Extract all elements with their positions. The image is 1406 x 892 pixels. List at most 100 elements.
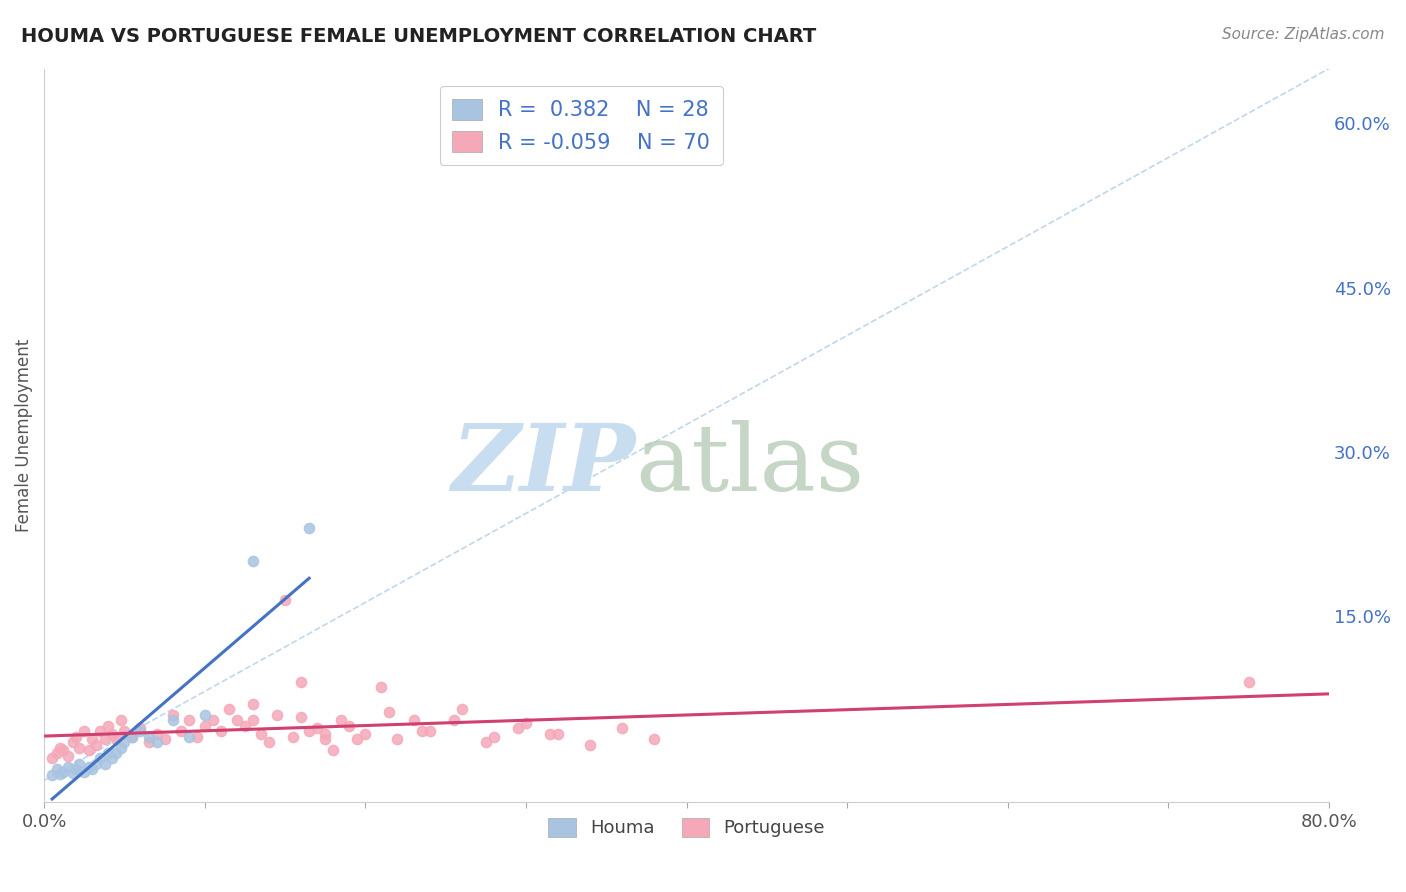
Point — [298, 521, 321, 535]
Point — [242, 697, 264, 711]
Point — [233, 718, 256, 732]
Point — [387, 731, 409, 746]
Point — [337, 718, 360, 732]
Point — [97, 746, 120, 760]
Point — [41, 768, 63, 782]
Point — [314, 731, 336, 746]
Point — [346, 731, 368, 746]
Point — [121, 730, 143, 744]
Point — [89, 751, 111, 765]
Point — [506, 721, 529, 735]
Point — [290, 674, 312, 689]
Point — [138, 730, 160, 744]
Point — [411, 724, 433, 739]
Point — [82, 731, 104, 746]
Point — [89, 724, 111, 739]
Point — [65, 730, 87, 744]
Point — [73, 724, 96, 739]
Point — [186, 730, 208, 744]
Point — [450, 702, 472, 716]
Point — [105, 731, 128, 746]
Point — [194, 707, 217, 722]
Point — [322, 742, 344, 756]
Point — [77, 760, 100, 774]
Point — [250, 727, 273, 741]
Point — [169, 724, 191, 739]
Point — [177, 730, 200, 744]
Point — [94, 731, 117, 746]
Point — [162, 713, 184, 727]
Point — [112, 724, 135, 739]
Point — [330, 713, 353, 727]
Text: ZIP: ZIP — [451, 420, 636, 509]
Point — [77, 742, 100, 756]
Y-axis label: Female Unemployment: Female Unemployment — [15, 339, 32, 532]
Text: HOUMA VS PORTUGUESE FEMALE UNEMPLOYMENT CORRELATION CHART: HOUMA VS PORTUGUESE FEMALE UNEMPLOYMENT … — [21, 27, 817, 45]
Point — [129, 724, 152, 739]
Point — [110, 740, 132, 755]
Point — [290, 710, 312, 724]
Point — [242, 554, 264, 568]
Point — [225, 713, 247, 727]
Point — [49, 766, 72, 780]
Point — [82, 763, 104, 777]
Point — [274, 592, 297, 607]
Point — [281, 730, 304, 744]
Point — [110, 713, 132, 727]
Point — [41, 751, 63, 765]
Point — [547, 727, 569, 741]
Point — [298, 724, 321, 739]
Point — [145, 727, 167, 741]
Point — [84, 756, 107, 771]
Legend: Houma, Portuguese: Houma, Portuguese — [541, 811, 832, 845]
Point — [46, 763, 69, 777]
Point — [579, 739, 602, 753]
Point — [62, 735, 84, 749]
Point — [52, 764, 75, 779]
Point — [162, 707, 184, 722]
Point — [482, 730, 505, 744]
Point — [129, 721, 152, 735]
Point — [1237, 674, 1260, 689]
Point — [177, 713, 200, 727]
Text: Source: ZipAtlas.com: Source: ZipAtlas.com — [1222, 27, 1385, 42]
Point — [69, 756, 91, 771]
Point — [121, 730, 143, 744]
Point — [112, 735, 135, 749]
Point — [257, 735, 280, 749]
Point — [378, 706, 401, 720]
Point — [538, 727, 561, 741]
Point — [65, 763, 87, 777]
Point — [419, 724, 441, 739]
Point — [84, 739, 107, 753]
Point — [153, 731, 176, 746]
Point — [49, 740, 72, 755]
Point — [62, 765, 84, 780]
Point — [370, 680, 392, 694]
Point — [194, 718, 217, 732]
Point — [52, 742, 75, 756]
Point — [100, 727, 122, 741]
Point — [209, 724, 232, 739]
Point — [515, 716, 537, 731]
Point — [314, 727, 336, 741]
Point — [612, 721, 634, 735]
Point — [58, 749, 80, 764]
Point — [145, 735, 167, 749]
Point — [73, 764, 96, 779]
Point — [97, 718, 120, 732]
Point — [105, 746, 128, 760]
Text: atlas: atlas — [636, 420, 865, 509]
Point — [94, 756, 117, 771]
Point — [69, 740, 91, 755]
Point — [354, 727, 377, 741]
Point — [242, 713, 264, 727]
Point — [266, 707, 288, 722]
Point — [475, 735, 498, 749]
Point — [201, 713, 224, 727]
Point — [58, 760, 80, 774]
Point — [402, 713, 425, 727]
Point — [443, 713, 465, 727]
Point — [643, 731, 665, 746]
Point — [138, 735, 160, 749]
